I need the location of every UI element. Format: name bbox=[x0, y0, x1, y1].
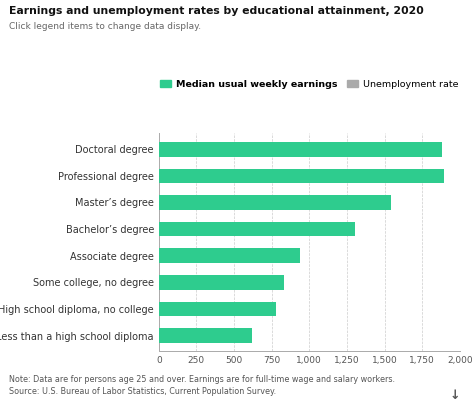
Text: Note: Data are for persons age 25 and over. Earnings are for full-time wage and : Note: Data are for persons age 25 and ov… bbox=[9, 375, 395, 384]
Bar bbox=[159, 328, 252, 343]
Text: Click legend items to change data display.: Click legend items to change data displa… bbox=[9, 22, 201, 31]
Text: Earnings and unemployment rates by educational attainment, 2020: Earnings and unemployment rates by educa… bbox=[9, 6, 424, 16]
Bar bbox=[159, 195, 392, 210]
Bar bbox=[159, 302, 276, 316]
Bar bbox=[159, 275, 284, 290]
Bar bbox=[159, 248, 300, 263]
Bar bbox=[159, 168, 444, 183]
Text: ↓: ↓ bbox=[449, 389, 460, 402]
Bar bbox=[159, 222, 355, 236]
Legend: Median usual weekly earnings, Unemployment rate: Median usual weekly earnings, Unemployme… bbox=[156, 76, 462, 93]
Text: Source: U.S. Bureau of Labor Statistics, Current Population Survey.: Source: U.S. Bureau of Labor Statistics,… bbox=[9, 387, 277, 396]
Bar bbox=[159, 142, 442, 157]
